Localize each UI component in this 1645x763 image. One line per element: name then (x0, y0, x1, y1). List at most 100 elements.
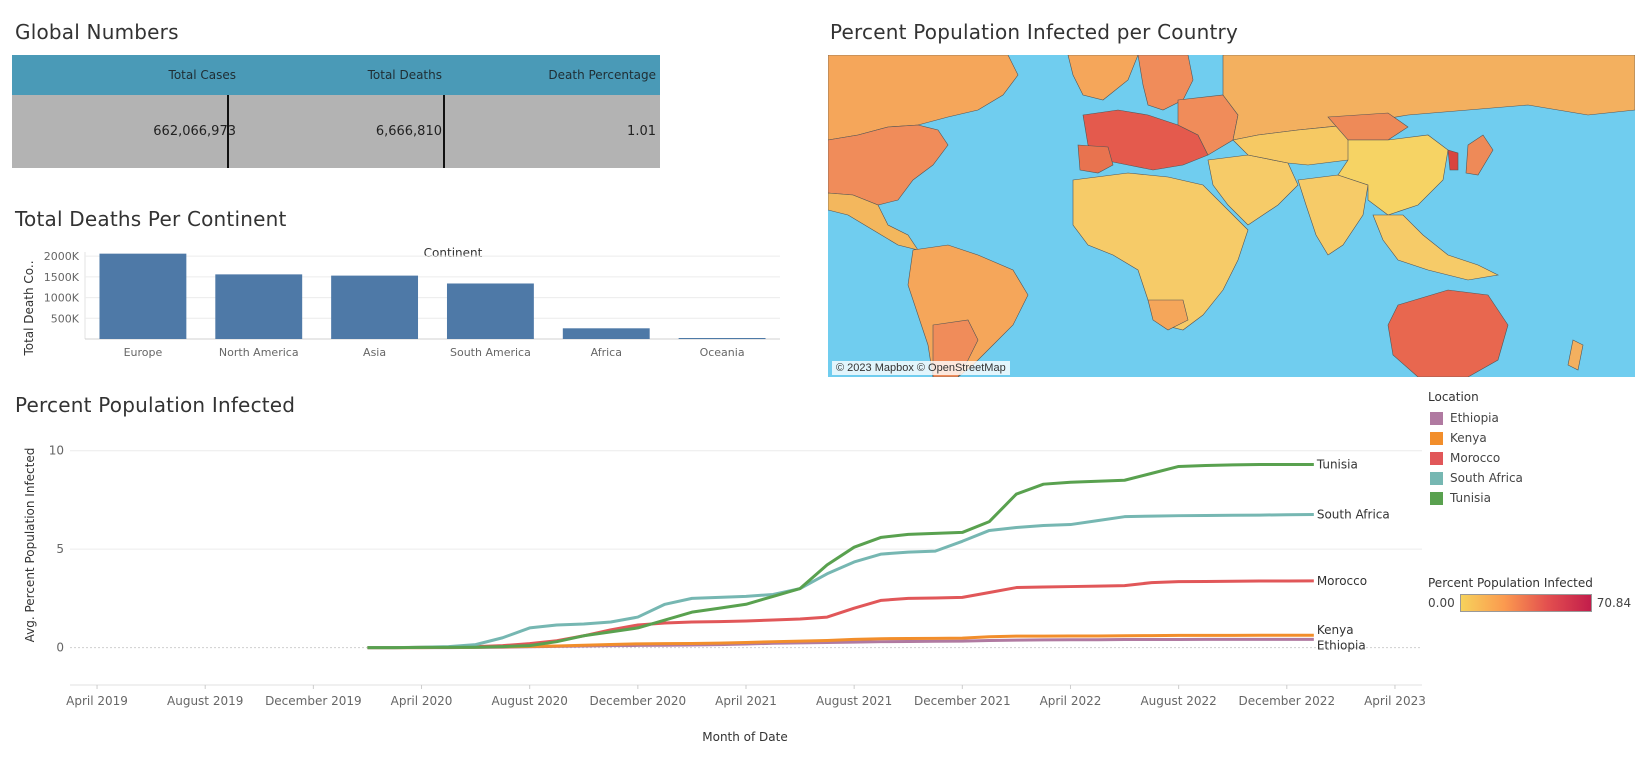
line-x-tick-label: December 2019 (265, 694, 362, 708)
percent-infected-legend: Percent Population Infected 0.00 70.84 (1428, 576, 1638, 612)
header-total-deaths: Total Deaths (367, 68, 442, 82)
global-numbers-title: Global Numbers (15, 20, 179, 44)
column-divider (227, 95, 229, 168)
line-x-tick-label: April 2019 (66, 694, 128, 708)
bar-africa[interactable] (562, 328, 650, 339)
map-region-russia[interactable] (1222, 55, 1635, 141)
bar-asia[interactable] (331, 275, 419, 339)
legend-item[interactable]: Ethiopia (1428, 408, 1638, 428)
bar-chart-header: Continent (424, 246, 483, 260)
value-death-percentage[interactable]: 1.01 (627, 124, 656, 139)
map-title: Percent Population Infected per Country (830, 20, 1238, 44)
line-x-tick-label: December 2021 (914, 694, 1011, 708)
bar-x-tick-label: Asia (363, 346, 386, 359)
bar-x-tick-label: Europe (124, 346, 163, 359)
legend-label: Ethiopia (1450, 411, 1499, 425)
map-region-south-africa[interactable] (1147, 299, 1189, 331)
series-end-label: Tunisia (1316, 458, 1358, 472)
location-legend: Location Ethiopia Kenya Morocco South Afric… (1428, 390, 1638, 508)
line-x-tick-label: August 2020 (492, 694, 568, 708)
bar-x-tick-label: Oceania (700, 346, 745, 359)
bar-x-tick-label: Africa (591, 346, 622, 359)
legend-label: Tunisia (1450, 491, 1491, 505)
map-region-australia[interactable] (1387, 289, 1509, 377)
map-attribution: © 2023 Mapbox © OpenStreetMap (832, 361, 1010, 375)
gradient-min-label: 0.00 (1428, 596, 1455, 610)
map-region-new-zealand[interactable] (1567, 339, 1584, 371)
table-body-row (12, 95, 660, 168)
map-region-africa[interactable] (1072, 172, 1249, 331)
gradient-legend-title: Percent Population Infected (1428, 576, 1593, 590)
bar-y-tick-label: 1000K (44, 292, 80, 305)
legend-swatch (1430, 471, 1443, 485)
line-y-tick-label: 10 (49, 444, 64, 458)
map-region-scandinavia[interactable] (1137, 55, 1194, 111)
global-numbers-table: Total Cases Total Deaths Death Percentag… (12, 55, 660, 168)
legend-item[interactable]: Tunisia (1428, 488, 1638, 508)
header-death-percentage: Death Percentage (548, 68, 656, 82)
world-map[interactable]: © 2023 Mapbox © OpenStreetMap (828, 55, 1635, 377)
bar-y-tick-label: 1500K (44, 271, 80, 284)
legend-item[interactable]: Morocco (1428, 448, 1638, 468)
legend-label: Kenya (1450, 431, 1487, 445)
map-region-usa[interactable] (828, 124, 949, 206)
bar-chart-title: Total Deaths Per Continent (15, 207, 287, 231)
line-x-tick-label: August 2022 (1140, 694, 1216, 708)
line-x-tick-label: August 2019 (167, 694, 243, 708)
series-end-label: Morocco (1317, 574, 1367, 588)
line-x-tick-label: December 2022 (1239, 694, 1336, 708)
gradient-bar (1459, 594, 1592, 612)
value-total-deaths[interactable]: 6,666,810 (375, 124, 442, 139)
bar-chart: Continent Total Death Co.. 500K 1000K 1500… (22, 246, 780, 359)
bar-x-tick-label: South America (450, 346, 531, 359)
bar-north-america[interactable] (215, 274, 303, 339)
bar-y-tick-label: 2000K (44, 250, 80, 263)
bar-south-america[interactable] (446, 283, 534, 339)
bar-chart-ylabel: Total Death Co.. (22, 260, 36, 356)
bar-europe[interactable] (99, 253, 187, 339)
map-region-india[interactable] (1297, 174, 1369, 256)
line-x-tick-label: April 2023 (1364, 694, 1425, 708)
map-region-korea[interactable] (1447, 149, 1459, 171)
line-chart-ylabel: Avg. Percent Population Infected (23, 448, 37, 643)
legend-label: Morocco (1450, 451, 1501, 465)
map-region-iberia[interactable] (1077, 144, 1114, 174)
map-region-greenland[interactable] (1067, 55, 1139, 101)
line-y-tick-label: 5 (56, 542, 64, 556)
legend-item[interactable]: South Africa (1428, 468, 1638, 488)
legend-item[interactable]: Kenya (1428, 428, 1638, 448)
line-y-tick-label: 0 (56, 641, 64, 655)
line-x-tick-label: April 2022 (1040, 694, 1102, 708)
series-line-south-africa[interactable] (367, 513, 1314, 650)
value-total-cases[interactable]: 662,066,973 (153, 124, 236, 139)
legend-label: South Africa (1450, 471, 1523, 485)
map-region-china[interactable] (1337, 134, 1449, 216)
series-end-label: Ethiopia (1317, 638, 1366, 652)
legend-swatch (1430, 411, 1443, 425)
location-legend-title: Location (1428, 390, 1479, 404)
series-end-label: Kenya (1317, 623, 1354, 637)
map-region-japan[interactable] (1465, 134, 1494, 176)
gradient-max-label: 70.84 (1596, 596, 1632, 610)
map-region-central-asia[interactable] (1232, 124, 1369, 166)
series-line-tunisia[interactable] (367, 463, 1314, 650)
legend-swatch (1430, 431, 1443, 445)
map-shapes (828, 55, 1635, 377)
map-region-mongolia[interactable] (1327, 112, 1409, 141)
line-chart-xlabel: Month of Date (702, 730, 788, 744)
line-x-tick-label: April 2020 (391, 694, 453, 708)
table-header-row (12, 55, 660, 95)
line-chart-title: Percent Population Infected (15, 393, 296, 417)
bar-x-tick-label: North America (219, 346, 299, 359)
series-line-morocco[interactable] (367, 579, 1314, 650)
line-chart: Avg. Percent Population Infected Month o… (23, 444, 1425, 744)
map-region-southeast-asia[interactable] (1372, 214, 1499, 281)
bar-y-tick-label: 500K (51, 312, 80, 325)
series-end-label: South Africa (1317, 508, 1390, 522)
line-x-tick-label: August 2021 (816, 694, 892, 708)
header-total-cases: Total Cases (168, 68, 236, 82)
line-x-tick-label: December 2020 (590, 694, 687, 708)
column-divider (443, 95, 445, 168)
bar-oceania[interactable] (678, 338, 766, 340)
legend-swatch (1430, 491, 1443, 505)
